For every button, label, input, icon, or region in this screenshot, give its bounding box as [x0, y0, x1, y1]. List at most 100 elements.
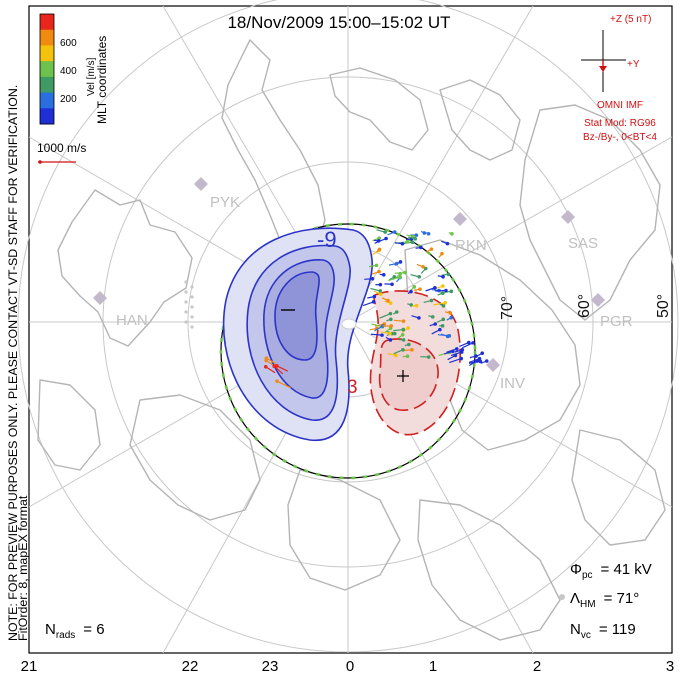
- velocity-vector-dot: [401, 338, 406, 342]
- mlt-label-2: 2: [533, 658, 541, 674]
- velocity-vector-dot: [190, 315, 194, 319]
- velocity-vector: [379, 313, 391, 319]
- velocity-vector-dot: [394, 261, 399, 266]
- velocity-vector-dot: [441, 317, 446, 322]
- velocity-vector-dot: [388, 311, 393, 316]
- velocity-vector-dot: [433, 285, 437, 290]
- velocity-vector-dot: [440, 251, 444, 256]
- station-marker-han: [93, 291, 107, 305]
- lambda-hm-marker: [559, 594, 565, 600]
- hm-boundary-markers: [219, 222, 477, 480]
- lambda-hm-stat: ΛHM = 71°: [570, 590, 639, 610]
- velocity-vector-dot: [401, 327, 406, 332]
- colorbar-swatches: [40, 14, 54, 125]
- latitude-label-70: 70°: [499, 296, 516, 320]
- velocity-vector: [462, 342, 474, 349]
- coordinates-label: MLT coordinates: [95, 36, 109, 124]
- velocity-vector-dot: [376, 239, 381, 243]
- velocity-vector-dot: [383, 230, 387, 234]
- velocity-vector-dot: [410, 348, 414, 352]
- velocity-vector-dot: [444, 288, 448, 293]
- velocity-vector-dot: [414, 303, 419, 308]
- velocity-vector-dot: [417, 316, 421, 320]
- latitude-label-50: 50°: [655, 294, 672, 318]
- velocity-vector-dot: [377, 247, 382, 252]
- velocity-vector: [265, 366, 276, 374]
- velocity-vector-dot: [451, 349, 455, 354]
- velocity-vector-dot: [448, 311, 453, 315]
- velocity-vector-dot: [480, 351, 485, 356]
- velocity-vector-dot: [429, 298, 434, 303]
- colorbar-swatch: [40, 92, 54, 109]
- velocity-vector-dot: [409, 303, 414, 307]
- station-label-pgr: PGR: [600, 313, 633, 330]
- velocity-vector-dot: [184, 280, 188, 284]
- scale-vector-label: 1000 m/s: [37, 141, 86, 155]
- velocity-vector-dot: [484, 359, 489, 363]
- velocity-vector-dot: [447, 334, 452, 338]
- velocity-vector-dot: [388, 301, 393, 305]
- velocity-vector-dot: [392, 275, 397, 279]
- imf-model: Stat Mod: RG96: [584, 118, 656, 129]
- velocity-vector-dot: [443, 301, 447, 305]
- velocity-vector-dot: [477, 356, 482, 361]
- velocity-vectors: [184, 229, 489, 389]
- velocity-vector-dot: [263, 365, 268, 369]
- negative-cell: [222, 227, 373, 441]
- velocity-vector-dot: [389, 317, 393, 322]
- velocity-vector-dot: [466, 340, 471, 345]
- velocity-vector-dot: [400, 241, 405, 246]
- latitude-label-60: 60°: [576, 294, 593, 318]
- velocity-vector-dot: [377, 236, 382, 240]
- velocity-colorbar: 600 400 200 Vel [m/s]: [39, 13, 97, 125]
- imf-plus-z: +Z (5 nT): [610, 14, 651, 25]
- velocity-vector-dot: [441, 304, 446, 308]
- velocity-vector-dot: [406, 326, 410, 330]
- mlt-label-23: 23: [262, 658, 279, 674]
- velocity-vector: [468, 360, 481, 364]
- station-label-rkn: RKN: [455, 237, 487, 254]
- velocity-vector-dot: [394, 310, 399, 314]
- imf-conditions: Bz-/By-, 0<BT<4: [583, 132, 657, 143]
- velocity-vector-dot: [380, 333, 384, 337]
- velocity-vector-dot: [449, 289, 454, 294]
- velocity-vector-dot: [438, 327, 442, 332]
- velocity-vector: [363, 301, 374, 307]
- nvc-stat: Nvc = 119: [570, 621, 636, 641]
- velocity-vector: [468, 358, 480, 364]
- colorbar-outline: [39, 13, 55, 125]
- velocity-vector-dot: [426, 231, 431, 236]
- velocity-vector-dot: [190, 285, 194, 289]
- colorbar-swatch: [40, 14, 54, 31]
- velocity-vector-dot: [450, 232, 454, 236]
- velocity-vector: [437, 334, 450, 337]
- velocity-vector: [388, 276, 401, 282]
- velocity-vector: [449, 358, 462, 364]
- station-label-sas: SAS: [568, 235, 598, 252]
- mlt-label-3: 3: [666, 658, 674, 674]
- positive-contour-label: 3: [347, 377, 358, 398]
- velocity-vector-dot: [440, 324, 445, 328]
- station-marker-inv: [486, 358, 500, 372]
- velocity-vector-dot: [190, 325, 194, 329]
- velocity-vector-dot: [429, 247, 434, 251]
- velocity-vector-dot: [392, 230, 397, 234]
- velocity-vector-dot: [390, 282, 394, 287]
- velocity-vector-dot: [411, 234, 415, 239]
- nrads-stat: Nrads = 6: [45, 621, 105, 641]
- imf-vector-head: [599, 66, 607, 72]
- preview-note: NOTE: FOR PREVIEW PURPOSES ONLY. PLEASE …: [6, 85, 20, 641]
- velocity-vector-dot: [417, 275, 422, 279]
- velocity-vector-dot: [184, 320, 188, 324]
- velocity-vector-dot: [446, 272, 451, 277]
- station-label-pyk: PYK: [210, 194, 240, 211]
- mlt-label-21: 21: [21, 658, 38, 674]
- colorbar-swatch: [40, 45, 54, 62]
- velocity-vector: [276, 365, 289, 372]
- velocity-vector-dot: [441, 274, 445, 279]
- scale-vector-origin: [38, 160, 42, 164]
- velocity-vector-dot: [384, 236, 388, 241]
- velocity-vector-dot: [275, 379, 279, 384]
- velocity-vector: [273, 365, 284, 375]
- velocity-vector-dot: [453, 353, 458, 358]
